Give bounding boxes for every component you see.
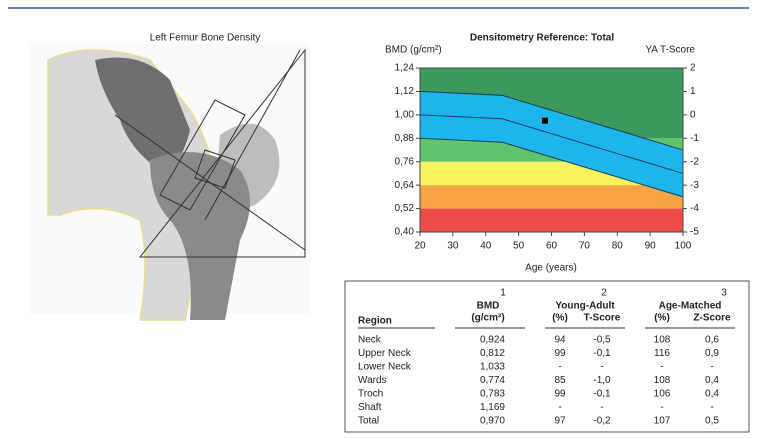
patient-point <box>542 118 548 124</box>
table-cell: 116 <box>654 348 670 359</box>
table-cell: - <box>710 362 713 373</box>
table-cell: 97 <box>554 416 566 427</box>
x-tick-label: 40 <box>480 241 492 252</box>
row-label: Lower Neck <box>358 362 412 373</box>
table-cell: - <box>660 402 663 413</box>
y2-tick-label: 1 <box>690 86 696 97</box>
risk-band <box>420 209 683 232</box>
header-bmd-note: 1 <box>500 288 506 299</box>
y-tick-label: 0,64 <box>395 180 415 191</box>
header-am: Age-Matched <box>659 301 722 312</box>
table-cell: 1,033 <box>480 362 505 373</box>
table-cell: 0,4 <box>705 389 719 400</box>
table-cell: 0,6 <box>705 335 719 346</box>
table-cell: - <box>600 402 603 413</box>
y-tick-label: 1,24 <box>395 63 415 74</box>
x-tick-label: 30 <box>447 241 459 252</box>
table-cell: - <box>558 362 561 373</box>
table-cell: 0,9 <box>705 348 719 359</box>
x-tick-label: 100 <box>675 241 692 252</box>
header-am-pct: (%) <box>654 313 670 324</box>
header-bmd-unit: (g/cm²) <box>471 313 504 324</box>
table-cell: 0,812 <box>480 348 505 359</box>
table-cell: 0,970 <box>480 416 505 427</box>
x-tick-label: 20 <box>414 241 426 252</box>
row-label: Upper Neck <box>358 348 412 359</box>
header-ya-note: 2 <box>601 288 607 299</box>
table-cell: 107 <box>654 416 671 427</box>
table-cell: 108 <box>654 375 671 386</box>
table-cell: 99 <box>554 389 566 400</box>
header-ya: Young-Adult <box>555 301 615 312</box>
y2-tick-label: -3 <box>690 180 699 191</box>
table-cell: - <box>558 402 561 413</box>
table-cell: 0,5 <box>705 416 719 427</box>
row-label: Neck <box>358 335 382 346</box>
y2-tick-label: 0 <box>690 109 696 120</box>
x-tick-label: 90 <box>645 241 657 252</box>
table-cell: 0,924 <box>480 335 505 346</box>
y2-axis-label: YA T-Score <box>645 45 695 56</box>
x-axis-label: Age (years) <box>525 263 577 274</box>
risk-band <box>420 185 683 208</box>
y-tick-label: 0,88 <box>395 133 415 144</box>
y2-tick-label: -5 <box>690 227 699 238</box>
header-ya-pct: (%) <box>552 313 568 324</box>
table-cell: 85 <box>554 375 566 386</box>
table-cell: - <box>660 362 663 373</box>
plot: 0,40 0,52 0,64 0,76 0,88 1,00 1,12 1,24 -5 -4 -3 -2… <box>395 63 700 252</box>
chart-title: Densitometry Reference: Total <box>470 33 615 44</box>
table-cell: 1,169 <box>480 402 505 413</box>
table-cell: 99 <box>554 348 566 359</box>
y-tick-label: 0,76 <box>395 156 415 167</box>
image-title: Left Femur Bone Density <box>150 33 261 44</box>
row-label: Total <box>358 416 379 427</box>
table-cell: - <box>600 362 603 373</box>
x-tick-label: 50 <box>513 241 525 252</box>
table-cell: - <box>710 402 713 413</box>
table-cell: -0,1 <box>593 389 611 400</box>
y-tick-label: 1,12 <box>395 86 415 97</box>
x-tick-label: 80 <box>612 241 624 252</box>
x-tick-label: 70 <box>579 241 591 252</box>
y2-tick-label: -2 <box>690 156 699 167</box>
table-cell: -0,1 <box>593 348 611 359</box>
table-cell: 0,783 <box>480 389 505 400</box>
header-ya-t: T-Score <box>584 313 621 324</box>
table-cell: -0,2 <box>593 416 611 427</box>
y-tick-label: 0,40 <box>395 227 415 238</box>
header-am-note: 3 <box>721 288 727 299</box>
table-cell: 0,774 <box>480 375 505 386</box>
table-cell: 108 <box>654 335 671 346</box>
y-tick-label: 1,00 <box>395 109 415 120</box>
y2-tick-label: -1 <box>690 133 699 144</box>
table-cell: 0,4 <box>705 375 719 386</box>
y2-tick-label: -4 <box>690 203 699 214</box>
y-axis-label: BMD (g/cm²) <box>385 45 442 56</box>
table-cell: -1,0 <box>593 375 611 386</box>
header-region: Region <box>358 316 392 327</box>
page: Left Femur Bone Density Densitometry Ref… <box>0 0 757 434</box>
row-label: Troch <box>358 389 383 400</box>
header-bmd: BMD <box>477 301 500 312</box>
x-tick-label: 60 <box>546 241 558 252</box>
table-cell: -0,5 <box>593 335 611 346</box>
header-am-z: Z-Score <box>693 313 731 324</box>
table-cell: 106 <box>654 389 671 400</box>
report: Left Femur Bone Density Densitometry Ref… <box>0 0 757 434</box>
y2-tick-label: 2 <box>690 63 696 74</box>
row-label: Shaft <box>358 402 382 413</box>
femur-image <box>30 44 310 320</box>
table-cell: 94 <box>554 335 566 346</box>
row-label: Wards <box>358 375 387 386</box>
y-tick-label: 0,52 <box>395 203 415 214</box>
